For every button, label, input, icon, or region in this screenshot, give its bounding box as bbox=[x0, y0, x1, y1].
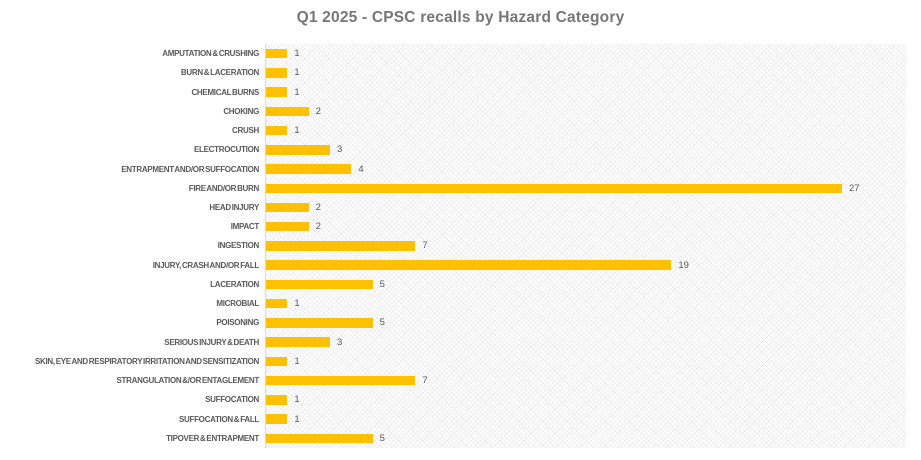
bar-row: 5 bbox=[266, 275, 906, 294]
category-label: INJURY, CRASH AND/OR FALL bbox=[152, 260, 260, 270]
bar bbox=[266, 375, 416, 386]
bar-row: 1 bbox=[266, 82, 906, 101]
data-label: 1 bbox=[294, 67, 300, 79]
bar bbox=[266, 145, 330, 155]
data-label: 2 bbox=[315, 201, 321, 213]
bar-row: 5 bbox=[266, 429, 906, 448]
data-label: 5 bbox=[379, 317, 385, 329]
bar bbox=[266, 298, 288, 309]
category-label: MICROBIAL bbox=[216, 299, 259, 309]
bar-row: 1 bbox=[266, 121, 906, 140]
bar bbox=[266, 279, 373, 290]
category-label: SUFFOCATION & FALL bbox=[179, 414, 259, 424]
bar-row: 19 bbox=[266, 256, 906, 275]
bar bbox=[266, 106, 309, 117]
category-label: INGESTION bbox=[217, 241, 260, 251]
bar bbox=[266, 87, 288, 97]
data-label: 1 bbox=[294, 355, 300, 367]
data-label: 4 bbox=[358, 163, 364, 175]
bar-row: 7 bbox=[266, 371, 906, 390]
category-axis: AMPUTATION & CRUSHING BURN & LACERATION CH… bbox=[0, 44, 259, 448]
bar-row: 1 bbox=[266, 63, 906, 82]
bar-row: 1 bbox=[266, 294, 906, 313]
category-label: SKIN, EYE AND RESPIRATORY IRRITATION AND… bbox=[34, 356, 259, 366]
bar bbox=[266, 183, 842, 193]
bar bbox=[266, 318, 373, 328]
bar-row: 1 bbox=[266, 352, 906, 371]
category-label: ELECTROCUTION bbox=[194, 145, 259, 155]
bar bbox=[266, 241, 416, 251]
data-label: 5 bbox=[379, 278, 385, 290]
category-label: SUFFOCATION bbox=[205, 395, 259, 405]
bar-row: 3 bbox=[266, 140, 906, 159]
category-label: TIPOVER & ENTRAPMENT bbox=[166, 433, 259, 443]
data-label: 7 bbox=[422, 375, 428, 387]
data-label: 2 bbox=[315, 105, 321, 117]
bar bbox=[266, 395, 288, 405]
bar bbox=[266, 221, 309, 232]
category-label: CRUSH bbox=[232, 126, 259, 136]
bar-row: 2 bbox=[266, 198, 906, 217]
bar bbox=[266, 433, 373, 444]
category-label: FIRE AND/OR BURN bbox=[188, 183, 260, 193]
data-label: 1 bbox=[294, 48, 300, 60]
bar-row: 27 bbox=[266, 179, 906, 198]
data-label: 1 bbox=[294, 413, 300, 425]
bar bbox=[266, 202, 309, 213]
data-label: 3 bbox=[337, 144, 343, 156]
chart-title: Q1 2025 - CPSC recalls by Hazard Categor… bbox=[296, 9, 625, 26]
bar-row: 1 bbox=[266, 409, 906, 428]
category-label: SERIOUS INJURY & DEATH bbox=[164, 337, 259, 347]
category-label: STRANGULATION &/OR ENTAGLEMENT bbox=[116, 376, 260, 386]
bar-row: 3 bbox=[266, 333, 906, 352]
data-label: 27 bbox=[849, 182, 860, 194]
bar bbox=[266, 356, 288, 367]
bar bbox=[266, 48, 288, 59]
category-label: IMPACT bbox=[230, 222, 260, 232]
category-label: HEAD INJURY bbox=[209, 202, 259, 212]
bar-row: 7 bbox=[266, 236, 906, 255]
plot-area: 1 1 1 2 1 3 4 27 2 2 7 19 5 1 5 3 1 7 1 1 5 bbox=[265, 44, 906, 448]
data-label: 7 bbox=[422, 240, 428, 252]
bar-row: 1 bbox=[266, 44, 906, 63]
data-label: 1 bbox=[294, 125, 300, 137]
bar bbox=[266, 164, 352, 174]
bar bbox=[266, 260, 672, 270]
data-label: 1 bbox=[294, 394, 300, 406]
bar-row: 5 bbox=[266, 313, 906, 332]
bar-row: 2 bbox=[266, 102, 906, 121]
data-label: 1 bbox=[294, 86, 300, 98]
data-label: 3 bbox=[337, 336, 343, 348]
category-label: CHEMICAL BURNS bbox=[191, 87, 259, 97]
data-label: 19 bbox=[678, 259, 689, 271]
category-label: BURN & LACERATION bbox=[180, 68, 259, 78]
data-label: 1 bbox=[294, 298, 300, 310]
bar-row: 2 bbox=[266, 217, 906, 236]
bar-row: 1 bbox=[266, 390, 906, 409]
bar bbox=[266, 337, 330, 347]
bar bbox=[266, 68, 288, 78]
bar bbox=[266, 414, 288, 424]
data-label: 2 bbox=[315, 221, 321, 233]
category-label: LACERATION bbox=[210, 279, 259, 289]
data-label: 5 bbox=[379, 432, 385, 444]
category-label: ENTRAPMENT AND/OR SUFFOCATION bbox=[121, 164, 259, 174]
category-label: CHOKING bbox=[223, 106, 259, 116]
category-label: AMPUTATION & CRUSHING bbox=[162, 49, 259, 59]
category-label: POISONING bbox=[216, 318, 259, 328]
bar bbox=[266, 125, 288, 136]
bar-row: 4 bbox=[266, 159, 906, 178]
